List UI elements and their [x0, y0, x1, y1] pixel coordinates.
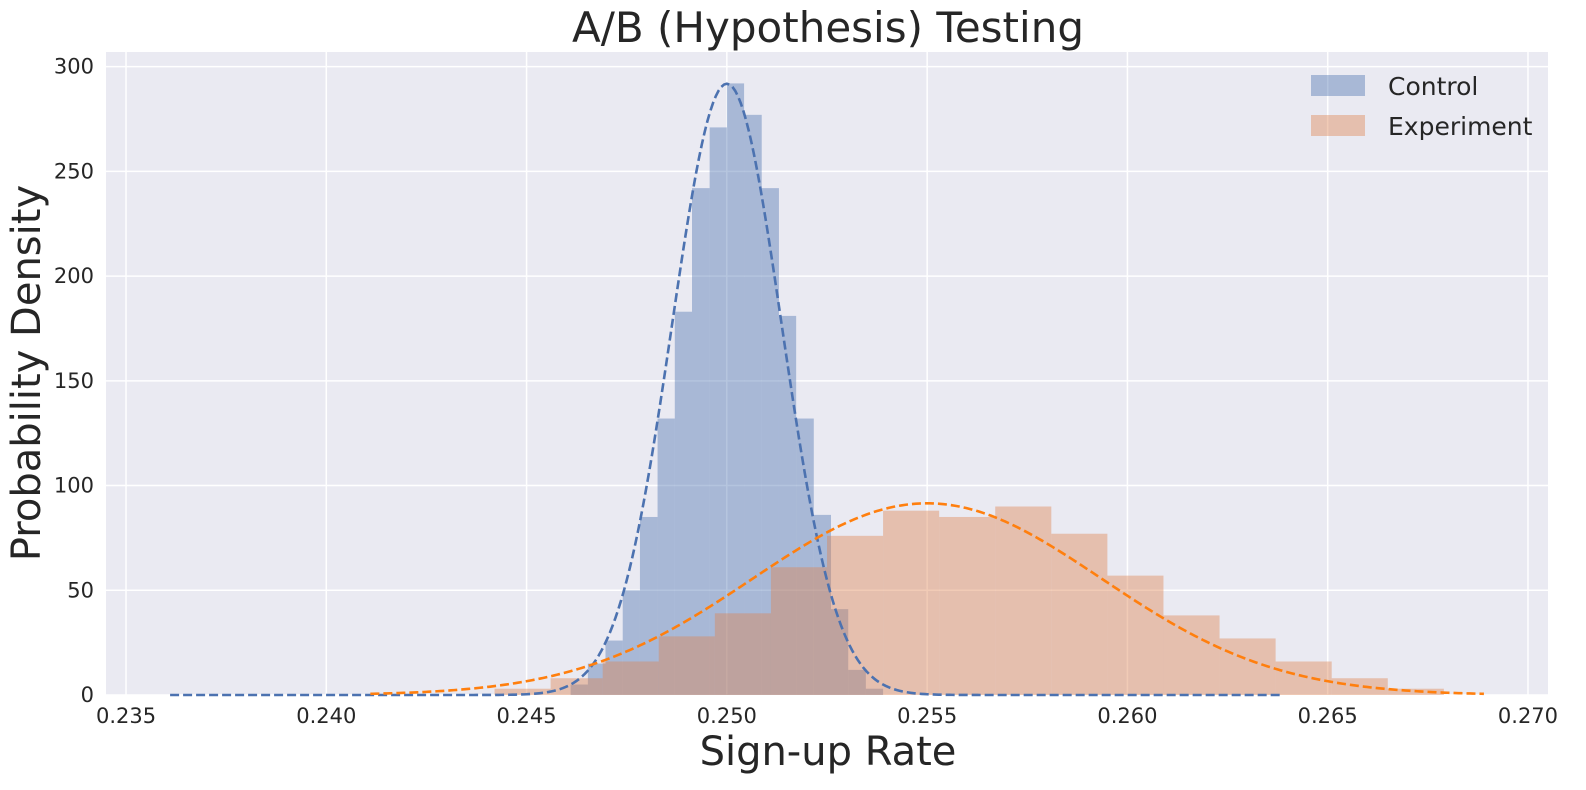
experiment-bar: [550, 678, 603, 695]
y-tick-label: 50: [67, 578, 94, 602]
chart-title: A/B (Hypothesis) Testing: [572, 3, 1084, 52]
control-bar: [865, 688, 884, 695]
x-tick-label: 0.260: [1097, 704, 1157, 728]
x-tick-label: 0.270: [1498, 704, 1558, 728]
y-axis-label: Probability Density: [4, 185, 50, 561]
control-bar: [639, 516, 658, 695]
experiment-bar: [1163, 615, 1220, 695]
experiment-bar: [602, 661, 659, 695]
experiment-bar: [658, 636, 715, 695]
control-bar: [622, 590, 640, 695]
experiment-bar: [714, 613, 771, 695]
fit-curves: [170, 82, 1484, 697]
control-bar: [570, 684, 588, 695]
tick-labels: 0.235 0.240 0.245 0.250 0.255 0.260 0.265 0.270…: [54, 55, 1558, 728]
y-tick-label: 0: [81, 683, 94, 707]
control-bar: [778, 315, 797, 695]
experiment-bar: [995, 506, 1052, 695]
x-tick-label: 0.245: [497, 704, 557, 728]
experiment-bar: [883, 510, 940, 695]
x-tick-label: 0.265: [1298, 704, 1358, 728]
experiment-bar: [770, 567, 827, 695]
y-tick-label: 300: [54, 55, 94, 79]
x-tick-label: 0.240: [296, 704, 356, 728]
experiment-bar: [1107, 575, 1164, 695]
experiment-bar: [1051, 533, 1108, 695]
x-axis-label: Sign-up Rate: [700, 729, 957, 775]
experiment-bar: [827, 535, 884, 695]
control-fit-line: [170, 82, 1284, 697]
y-tick-label: 150: [54, 369, 94, 393]
y-tick-label: 250: [54, 159, 94, 183]
x-tick-label: 0.235: [96, 704, 156, 728]
control-bar: [831, 609, 849, 695]
control-bar: [726, 83, 745, 696]
control-bar: [848, 669, 866, 695]
control-bar: [709, 127, 727, 696]
x-tick-label: 0.250: [697, 704, 757, 728]
control-bar: [692, 188, 710, 695]
legend: Control Experiment: [1311, 72, 1533, 141]
x-tick-label: 0.255: [897, 704, 957, 728]
legend-swatch-experiment: [1311, 115, 1365, 136]
legend-swatch-control: [1311, 75, 1365, 96]
histogram-bars: [494, 83, 1444, 696]
experiment-bar: [1331, 678, 1388, 695]
experiment-fit-line: [370, 502, 1484, 696]
control-bar: [587, 663, 606, 695]
y-tick-label: 200: [54, 264, 94, 288]
control-bar: [813, 514, 832, 695]
experiment-bar: [1275, 661, 1332, 695]
y-tick-label: 100: [54, 474, 94, 498]
control-bar: [674, 311, 693, 695]
control-bar: [796, 418, 814, 695]
experiment-bar: [939, 516, 996, 695]
control-bar: [657, 418, 675, 695]
experiment-bar: [494, 688, 551, 695]
plot-background: [106, 52, 1548, 695]
legend-label-control: Control: [1388, 72, 1478, 101]
legend-label-experiment: Experiment: [1388, 112, 1533, 141]
control-bar: [744, 114, 762, 696]
